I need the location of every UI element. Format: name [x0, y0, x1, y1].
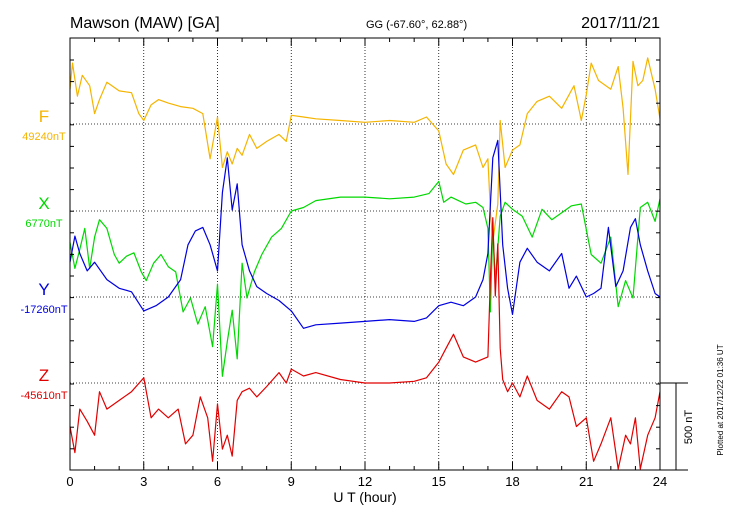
- station-coords: GG (-67.60°, 62.88°): [366, 19, 467, 31]
- x-tick-label: 18: [505, 474, 519, 489]
- series-line-z: [69, 217, 661, 470]
- chart-title: Mawson (MAW) [GA]: [70, 15, 220, 32]
- series-baseline-y: -17260nT: [20, 304, 67, 316]
- series-baseline-x: 6770nT: [25, 218, 63, 230]
- x-tick-label: 9: [288, 474, 295, 489]
- series-baseline-z: -45610nT: [20, 390, 67, 402]
- series-line-x: [69, 180, 661, 377]
- plot-frame: [69, 37, 661, 471]
- x-tick-label: 12: [358, 474, 372, 489]
- x-tick-label: 3: [140, 474, 147, 489]
- series-name-y: Y: [38, 280, 49, 299]
- series-lines: [69, 57, 661, 470]
- plotted-note: Plotted at 2017/12/22 01:36 UT: [716, 344, 725, 455]
- grid-lines: [143, 38, 587, 470]
- x-tick-label: 0: [66, 474, 73, 489]
- scale-bar-label: 500 nT: [683, 410, 695, 445]
- series-line-y: [69, 139, 661, 329]
- chart-date: 2017/11/21: [581, 15, 660, 32]
- series-line-f: [69, 57, 661, 243]
- x-tick-label: 24: [653, 474, 667, 489]
- series-name-z: Z: [39, 366, 49, 385]
- x-tick-label: 6: [214, 474, 221, 489]
- series-name-f: F: [39, 107, 49, 126]
- series-name-x: X: [38, 194, 49, 213]
- series-baseline-f: 49240nT: [22, 131, 66, 143]
- scale-bar: 500 nT: [660, 382, 695, 471]
- x-tick-label: 21: [579, 474, 593, 489]
- x-tick-label: 15: [432, 474, 446, 489]
- x-axis-label: U T (hour): [333, 489, 396, 505]
- x-axis-ticks: 0 3 6 9 12 15 18 21 24: [66, 38, 667, 489]
- series-labels: F 49240nT X 6770nT Y -17260nT Z -45610nT: [20, 107, 67, 402]
